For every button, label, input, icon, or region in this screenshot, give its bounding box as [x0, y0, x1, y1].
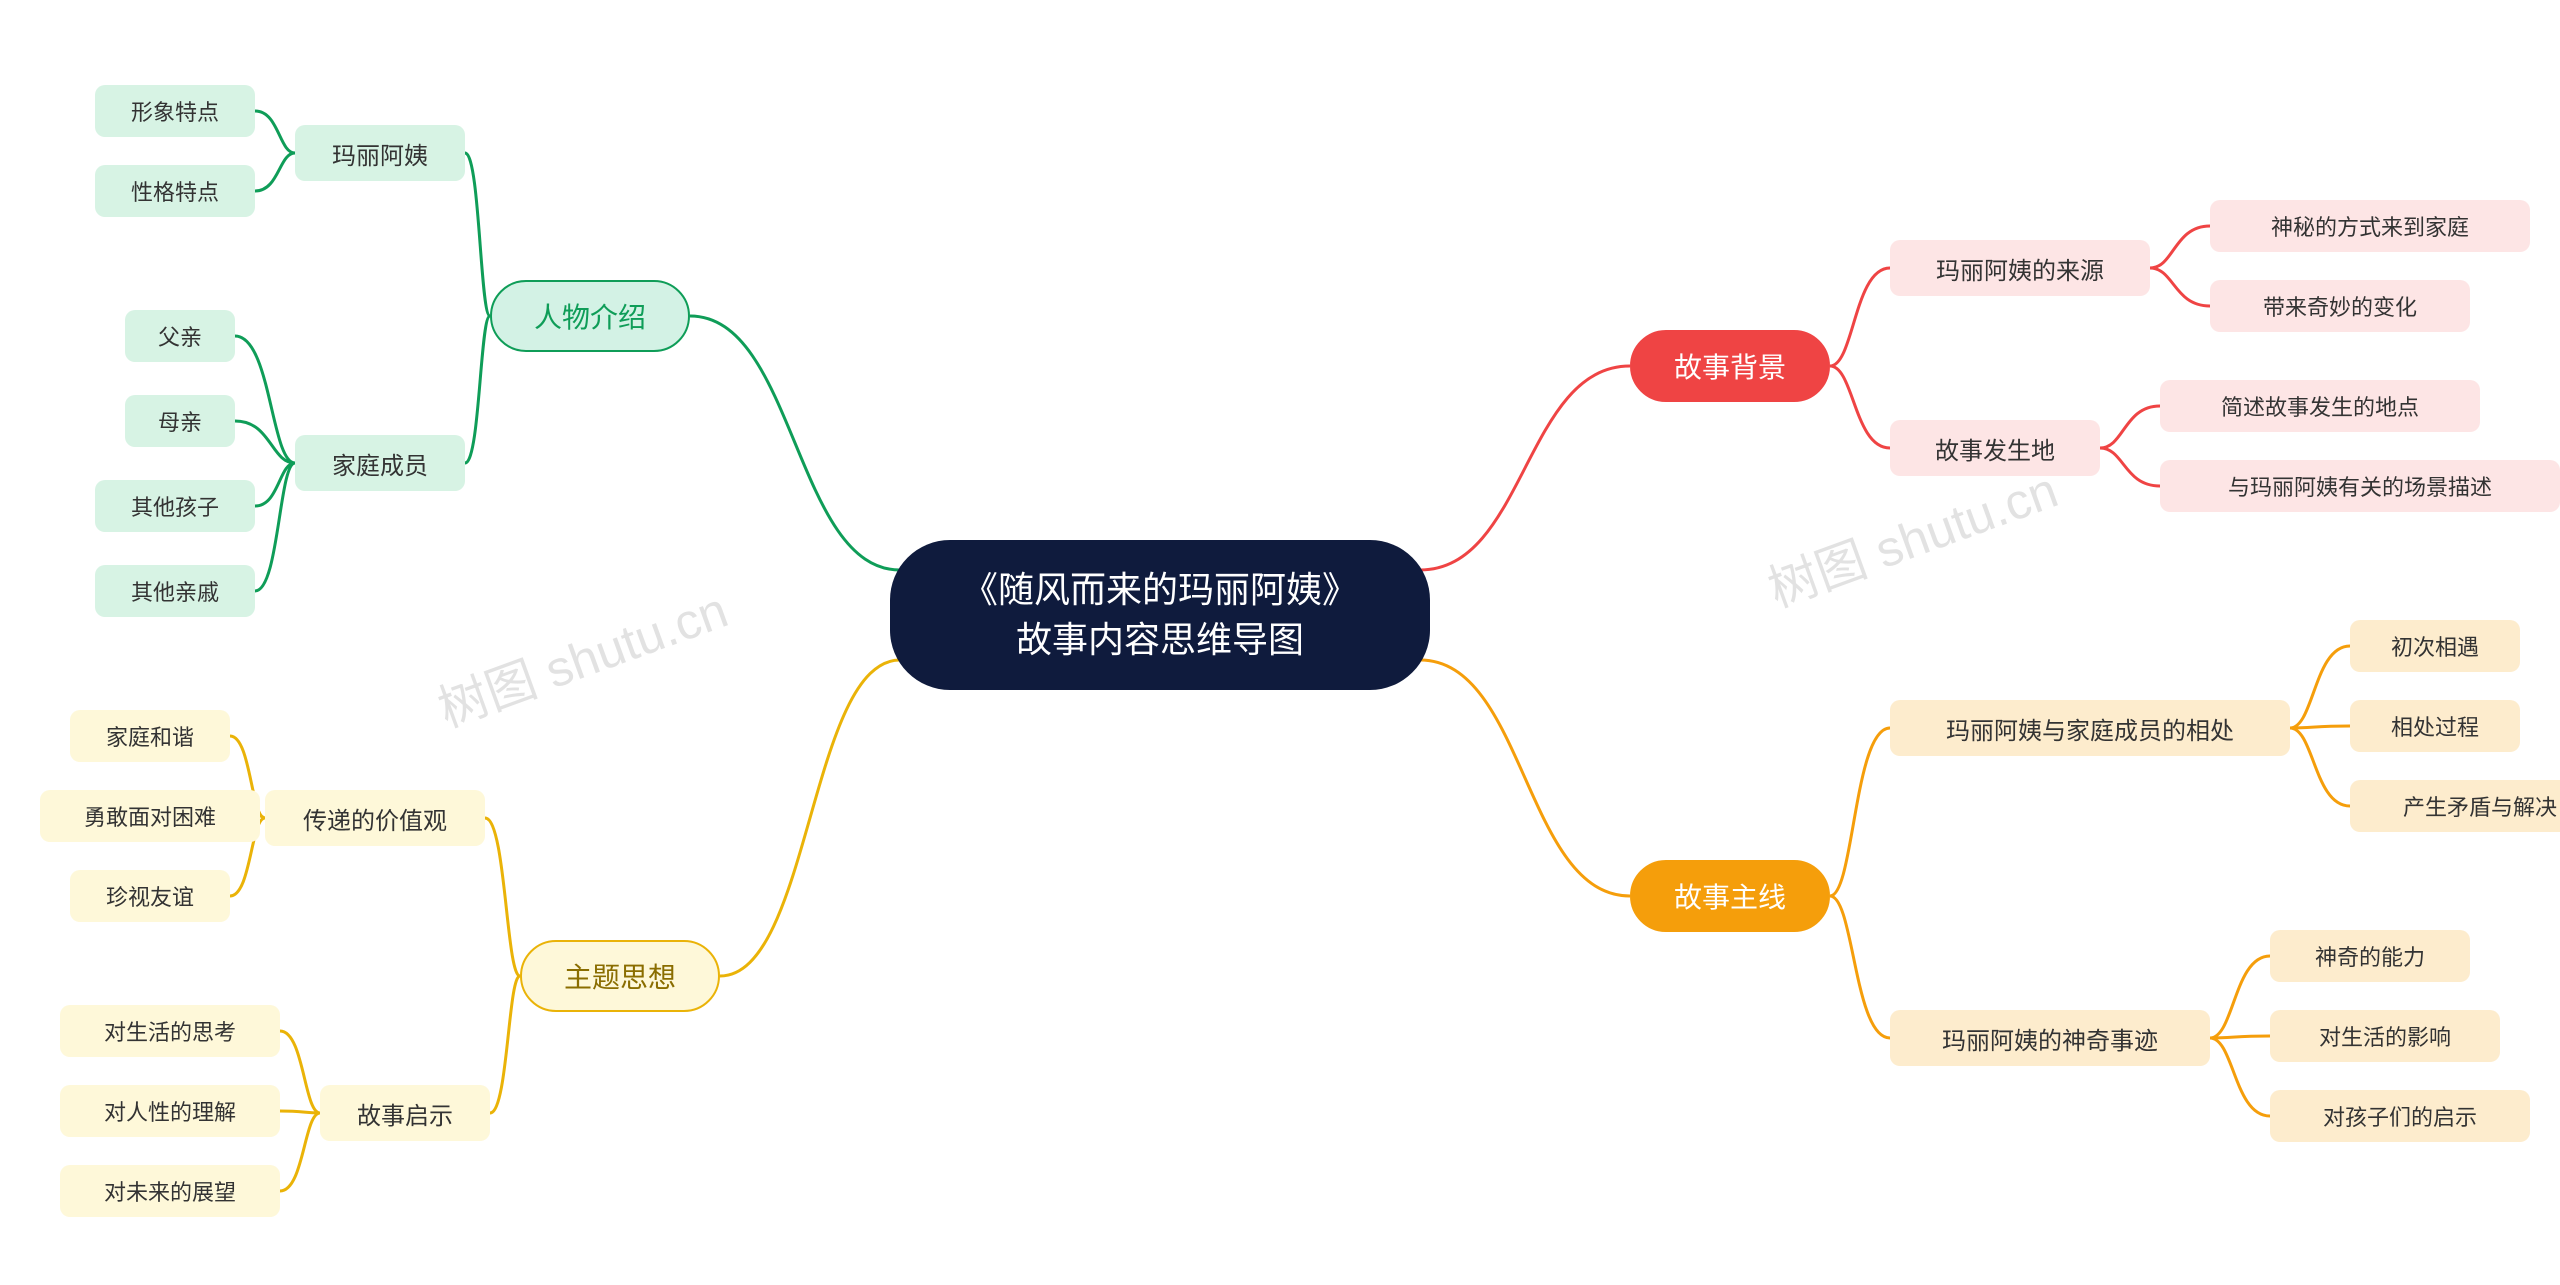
leaf-node: 对未来的展望: [60, 1165, 280, 1217]
sub-node: 玛丽阿姨: [295, 125, 465, 181]
leaf-node: 初次相遇: [2350, 620, 2520, 672]
leaf-node: 对孩子们的启示: [2270, 1090, 2530, 1142]
leaf-node: 对生活的影响: [2270, 1010, 2500, 1062]
sub-node: 传递的价值观: [265, 790, 485, 846]
root-line2: 故事内容思维导图: [962, 615, 1358, 665]
leaf-node: 简述故事发生的地点: [2160, 380, 2480, 432]
branch-main: 故事主线: [1630, 860, 1830, 932]
leaf-node: 其他孩子: [95, 480, 255, 532]
sub-node: 家庭成员: [295, 435, 465, 491]
leaf-node: 勇敢面对困难: [40, 790, 260, 842]
leaf-node: 母亲: [125, 395, 235, 447]
leaf-node: 父亲: [125, 310, 235, 362]
branch-char: 人物介绍: [490, 280, 690, 352]
leaf-node: 神奇的能力: [2270, 930, 2470, 982]
branch-bg: 故事背景: [1630, 330, 1830, 402]
leaf-node: 对人性的理解: [60, 1085, 280, 1137]
leaf-node: 相处过程: [2350, 700, 2520, 752]
sub-node: 玛丽阿姨与家庭成员的相处: [1890, 700, 2290, 756]
sub-node: 故事启示: [320, 1085, 490, 1141]
mindmap-canvas: 《随风而来的玛丽阿姨》故事内容思维导图故事背景故事主线人物介绍主题思想玛丽阿姨的…: [0, 0, 2560, 1285]
root-node: 《随风而来的玛丽阿姨》故事内容思维导图: [890, 540, 1430, 690]
branch-theme: 主题思想: [520, 940, 720, 1012]
leaf-node: 珍视友谊: [70, 870, 230, 922]
leaf-node: 形象特点: [95, 85, 255, 137]
root-line1: 《随风而来的玛丽阿姨》: [962, 565, 1358, 615]
leaf-node: 产生矛盾与解决: [2350, 780, 2560, 832]
leaf-node: 与玛丽阿姨有关的场景描述: [2160, 460, 2560, 512]
sub-node: 故事发生地: [1890, 420, 2100, 476]
sub-node: 玛丽阿姨的来源: [1890, 240, 2150, 296]
leaf-node: 带来奇妙的变化: [2210, 280, 2470, 332]
leaf-node: 神秘的方式来到家庭: [2210, 200, 2530, 252]
leaf-node: 其他亲戚: [95, 565, 255, 617]
sub-node: 玛丽阿姨的神奇事迹: [1890, 1010, 2210, 1066]
leaf-node: 性格特点: [95, 165, 255, 217]
leaf-node: 家庭和谐: [70, 710, 230, 762]
leaf-node: 对生活的思考: [60, 1005, 280, 1057]
